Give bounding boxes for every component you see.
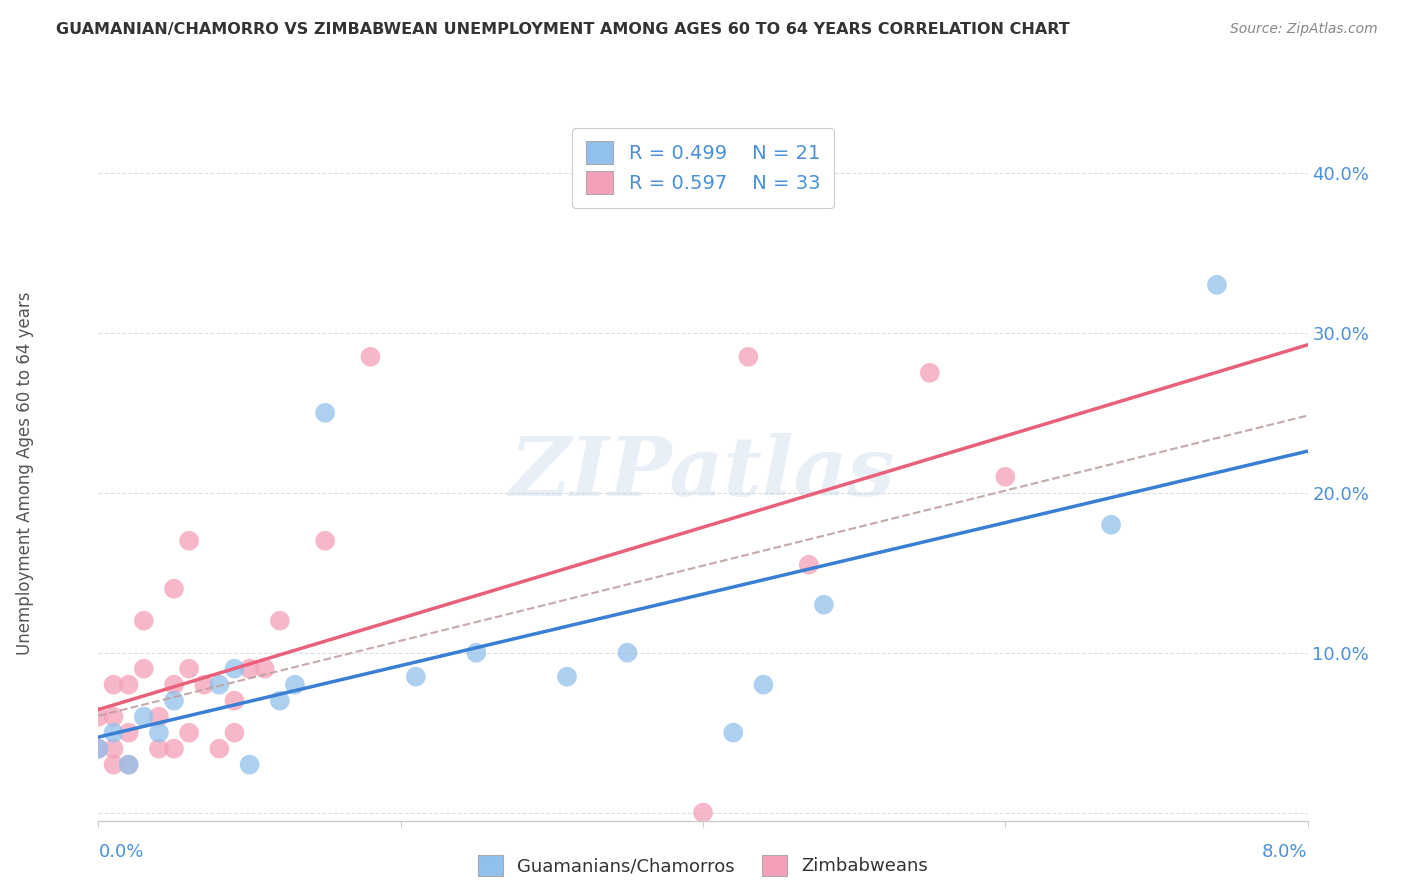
Point <box>284 678 307 692</box>
Point <box>148 709 170 723</box>
Point <box>224 725 246 739</box>
Legend: R = 0.499    N = 21, R = 0.597    N = 33: R = 0.499 N = 21, R = 0.597 N = 33 <box>572 128 834 208</box>
Point <box>239 662 262 676</box>
Text: 0.0%: 0.0% <box>98 843 143 861</box>
Point <box>163 582 186 596</box>
Point <box>118 757 141 772</box>
Point <box>118 725 141 739</box>
Point <box>224 662 246 676</box>
Point <box>269 694 291 708</box>
Point <box>132 709 155 723</box>
Point <box>103 678 125 692</box>
Point <box>269 614 291 628</box>
Point <box>163 678 186 692</box>
Point <box>118 757 141 772</box>
Point <box>797 558 820 572</box>
Text: 8.0%: 8.0% <box>1263 843 1308 861</box>
Point <box>132 662 155 676</box>
Text: GUAMANIAN/CHAMORRO VS ZIMBABWEAN UNEMPLOYMENT AMONG AGES 60 TO 64 YEARS CORRELAT: GUAMANIAN/CHAMORRO VS ZIMBABWEAN UNEMPLO… <box>56 22 1070 37</box>
Point <box>616 646 638 660</box>
Point <box>163 694 186 708</box>
Text: ZIPatlas: ZIPatlas <box>510 433 896 513</box>
Point <box>148 741 170 756</box>
Point <box>723 725 745 739</box>
Point <box>253 662 276 676</box>
Point <box>1206 277 1229 292</box>
Point <box>103 709 125 723</box>
Point <box>918 366 941 380</box>
Point <box>179 533 201 548</box>
Point <box>208 741 231 756</box>
Point <box>752 678 775 692</box>
Text: Unemployment Among Ages 60 to 64 years: Unemployment Among Ages 60 to 64 years <box>17 291 34 655</box>
Point <box>555 670 578 684</box>
Point <box>179 725 201 739</box>
Point <box>87 741 110 756</box>
Legend: Guamanians/Chamorros, Zimbabweans: Guamanians/Chamorros, Zimbabweans <box>471 847 935 883</box>
Point <box>132 614 155 628</box>
Point <box>87 741 110 756</box>
Point <box>314 533 336 548</box>
Point <box>465 646 488 660</box>
Point <box>1099 517 1122 532</box>
Point <box>692 805 714 820</box>
Point <box>813 598 835 612</box>
Text: Source: ZipAtlas.com: Source: ZipAtlas.com <box>1230 22 1378 37</box>
Point <box>224 694 246 708</box>
Point <box>239 757 262 772</box>
Point <box>360 350 382 364</box>
Point <box>118 678 141 692</box>
Point <box>208 678 231 692</box>
Point <box>103 741 125 756</box>
Point <box>179 662 201 676</box>
Point <box>103 725 125 739</box>
Point <box>163 741 186 756</box>
Point <box>103 757 125 772</box>
Point <box>994 469 1017 483</box>
Point <box>87 709 110 723</box>
Point <box>737 350 759 364</box>
Point <box>314 406 336 420</box>
Point <box>148 725 170 739</box>
Point <box>405 670 427 684</box>
Point <box>193 678 215 692</box>
